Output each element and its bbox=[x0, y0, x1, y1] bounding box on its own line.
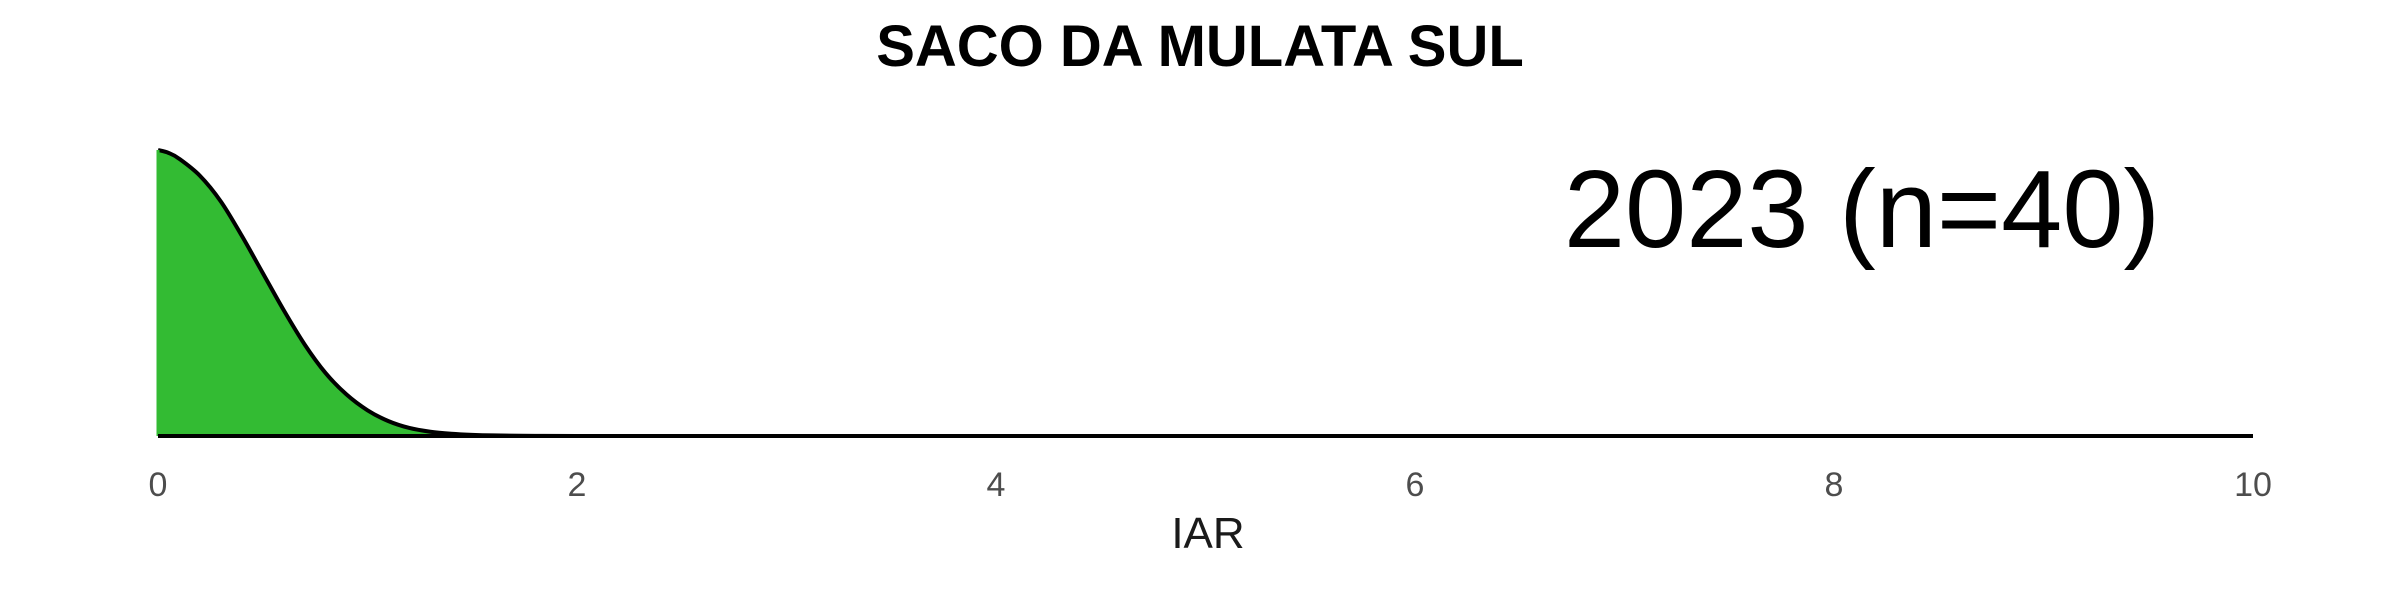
x-tick-label: 10 bbox=[2234, 466, 2272, 504]
x-axis: 0 2 4 6 8 10 bbox=[149, 466, 2272, 504]
x-tick-label: 4 bbox=[987, 466, 1006, 504]
x-tick-label: 6 bbox=[1406, 466, 1425, 504]
x-tick-label: 0 bbox=[149, 466, 168, 504]
year-sample-annotation: 2023 (n=40) bbox=[1564, 148, 2160, 271]
density-area-layer bbox=[156, 148, 2253, 439]
chart-title: SACO DA MULATA SUL bbox=[876, 14, 1524, 79]
x-tick-label: 8 bbox=[1825, 466, 1844, 504]
x-tick-label: 2 bbox=[568, 466, 587, 504]
x-axis-label: IAR bbox=[1171, 509, 1244, 558]
